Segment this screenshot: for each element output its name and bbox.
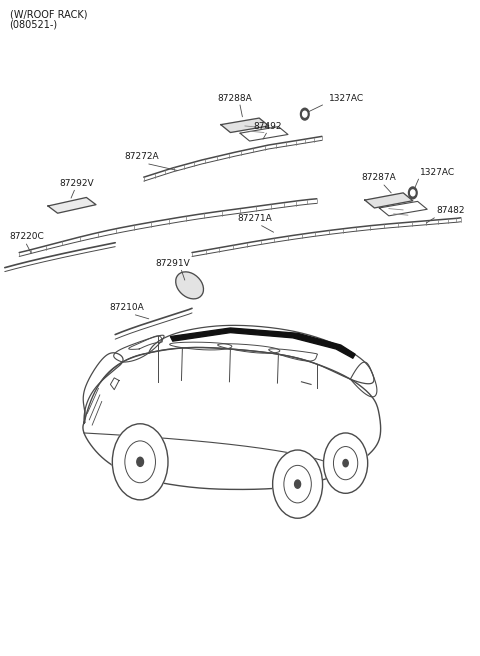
Text: 87271A: 87271A	[237, 214, 272, 223]
Text: 87272A: 87272A	[124, 152, 159, 161]
Text: 87288A: 87288A	[218, 94, 252, 103]
Circle shape	[408, 187, 417, 199]
Text: 87220C: 87220C	[9, 232, 44, 241]
Circle shape	[295, 480, 300, 488]
Text: 87291V: 87291V	[156, 258, 190, 268]
Text: (W/ROOF RACK): (W/ROOF RACK)	[10, 10, 87, 20]
Text: 1327AC: 1327AC	[420, 168, 455, 177]
Polygon shape	[365, 193, 413, 208]
Text: 1327AC: 1327AC	[329, 94, 364, 103]
Circle shape	[112, 424, 168, 500]
Text: 87292V: 87292V	[60, 178, 94, 188]
Circle shape	[300, 108, 309, 120]
Circle shape	[137, 457, 144, 466]
Text: 87210A: 87210A	[110, 303, 144, 312]
Polygon shape	[48, 197, 96, 213]
Polygon shape	[170, 328, 355, 358]
Circle shape	[324, 433, 368, 493]
Circle shape	[410, 190, 415, 195]
Polygon shape	[221, 118, 269, 133]
Circle shape	[273, 450, 323, 518]
Circle shape	[302, 111, 307, 117]
Ellipse shape	[176, 272, 204, 299]
Text: 87287A: 87287A	[362, 173, 396, 182]
Circle shape	[343, 459, 348, 467]
Text: (080521-): (080521-)	[10, 20, 58, 30]
Polygon shape	[84, 348, 379, 489]
Text: 87482: 87482	[437, 206, 465, 215]
Text: 87492: 87492	[253, 122, 282, 131]
